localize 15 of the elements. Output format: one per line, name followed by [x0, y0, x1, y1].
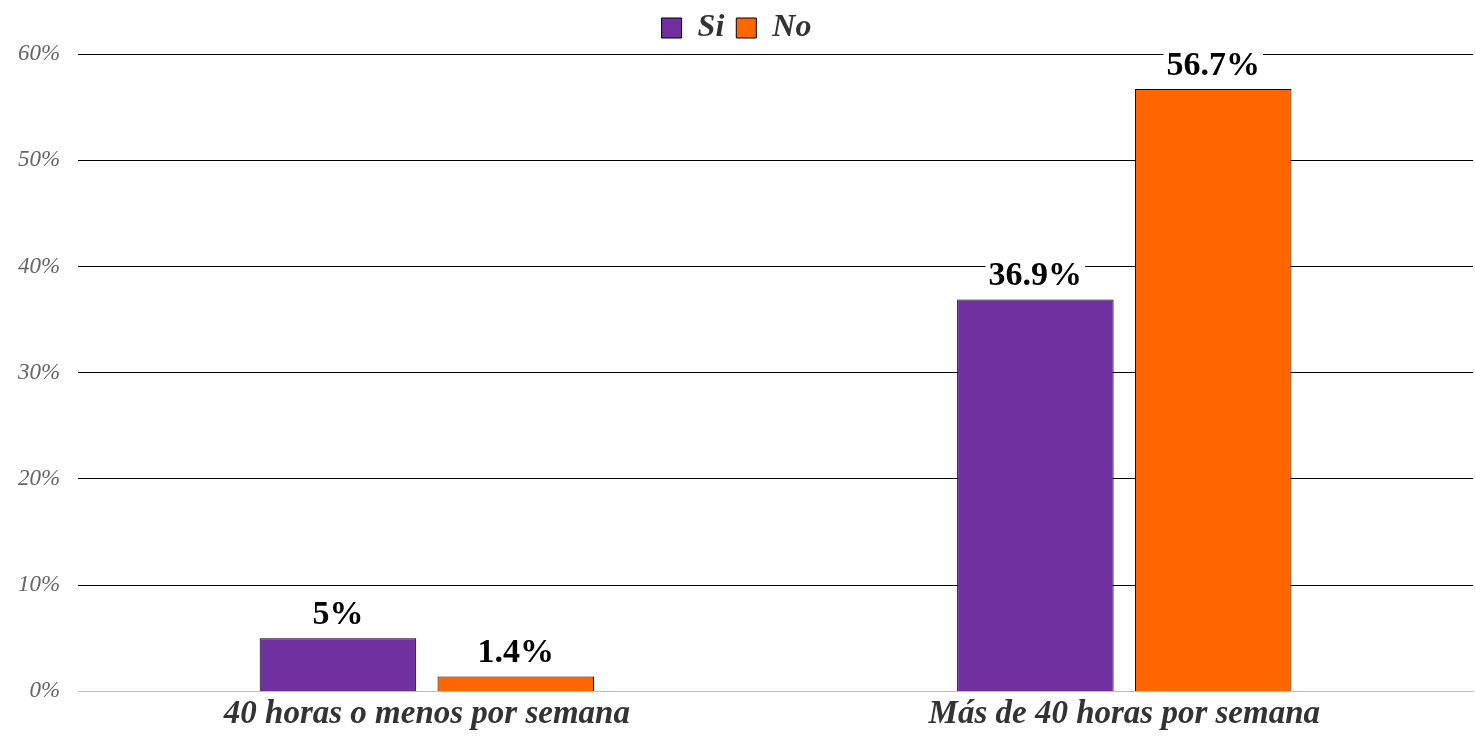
x-tick-label: 40 horas o menos por semana: [222, 693, 630, 730]
data-label: 56.7%: [1166, 44, 1260, 82]
y-tick-label: 60%: [17, 40, 61, 66]
y-tick-label: 40%: [17, 252, 61, 278]
x-tick-label: Más de 40 horas por semana: [927, 693, 1321, 730]
y-tick-label: 30%: [16, 358, 61, 384]
data-label: 36.9%: [988, 255, 1083, 293]
y-tick-label: 10%: [17, 571, 61, 597]
y-tick-label: 50%: [17, 146, 61, 172]
data-label: 1.4%: [477, 632, 555, 670]
y-tick-label: 20%: [17, 464, 61, 490]
y-tick-label: 0%: [29, 677, 61, 703]
data-label: 5%: [312, 594, 364, 632]
legend-label: Si: [697, 7, 725, 44]
legend-label: No: [771, 7, 812, 44]
